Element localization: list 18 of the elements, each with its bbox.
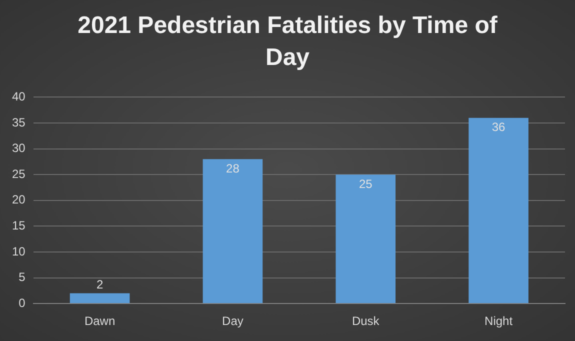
x-tick-label: Night — [484, 314, 514, 328]
x-tick-label: Dusk — [352, 314, 380, 328]
chart-title: 2021 Pedestrian Fatalities by Time of Day — [76, 11, 498, 73]
y-tick-label: 0 — [18, 296, 26, 310]
x-tick-label: Day — [222, 314, 244, 328]
y-tick-label: 5 — [18, 270, 26, 284]
y-tick-label: 30 — [12, 141, 26, 156]
x-tick-label: Dawn — [84, 314, 116, 328]
y-tick-label: 20 — [12, 192, 26, 207]
y-tick-label: 15 — [12, 218, 26, 233]
y-tick-label: 35 — [12, 115, 26, 130]
data-label: 2 — [96, 278, 104, 292]
y-tick-label: 10 — [12, 244, 26, 258]
data-label: 36 — [492, 120, 506, 134]
y-tick-label: 40 — [12, 90, 26, 104]
y-tick-label: 25 — [12, 166, 26, 181]
data-label: 28 — [226, 161, 240, 176]
data-label: 25 — [358, 176, 373, 191]
